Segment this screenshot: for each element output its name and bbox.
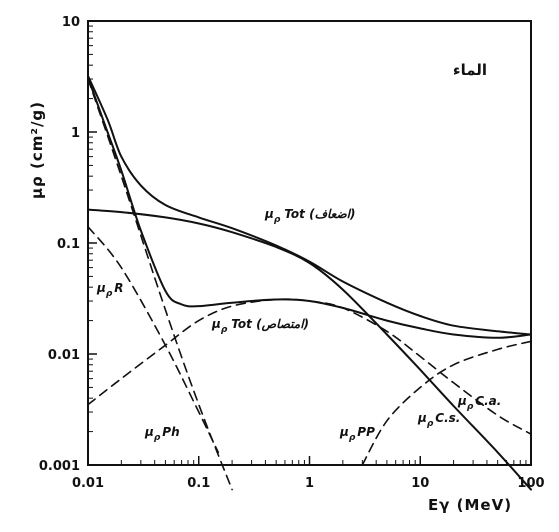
label-tot-scatter: μρ Tot (اضعاف)	[264, 207, 355, 225]
y-tick-label: 10	[62, 15, 80, 30]
series-line-6	[87, 298, 532, 435]
x-tick-label: 0.01	[72, 476, 104, 491]
x-tick-label: 100	[517, 476, 544, 491]
series-line-5	[87, 78, 233, 491]
curves	[87, 74, 532, 491]
y-tick-label: 1	[71, 126, 80, 141]
label-ph: μρ Ph	[144, 425, 180, 443]
label-tot-absorb: μρ Tot (امتصاص)	[211, 317, 309, 335]
x-tick-label: 1	[305, 476, 314, 491]
label-r: μρ R	[96, 281, 124, 299]
axis-ticks: 0.01 0.1 1 10 100 0.001 0.01 0.1 1 10	[39, 15, 545, 491]
label-pp: μρ PP	[339, 425, 375, 443]
series-line-1	[87, 74, 532, 336]
y-tick-label: 0.1	[57, 237, 80, 252]
y-tick-label: 0.001	[39, 459, 80, 474]
label-cs: μρ C.s.	[417, 411, 460, 429]
y-tick-label: 0.01	[48, 348, 80, 363]
x-axis-title: Eγ (MeV)	[428, 496, 512, 514]
series-line-7	[361, 340, 532, 466]
x-tick-label: 0.1	[187, 476, 210, 491]
series-line-2	[87, 76, 532, 339]
label-ca: μρ C.a.	[457, 394, 501, 412]
y-axis-title: μρ (cm²/g)	[28, 101, 46, 199]
series-line-3	[87, 208, 532, 491]
chart-title: الماء	[453, 61, 487, 79]
x-tick-label: 10	[411, 476, 429, 491]
